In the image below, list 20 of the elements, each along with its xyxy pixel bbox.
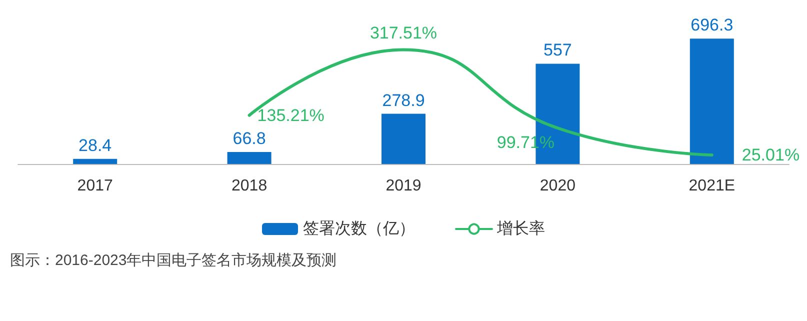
data-label: 278.9 — [382, 90, 425, 110]
bar — [227, 152, 272, 164]
data-label: 135.21% — [257, 106, 324, 125]
bar — [382, 114, 426, 164]
data-label: 25.01% — [742, 145, 800, 164]
legend-label: 增长率 — [496, 220, 545, 238]
data-label: 66.8 — [232, 128, 266, 148]
data-label: 696.3 — [690, 16, 734, 35]
x-tick-label: 2020 — [540, 178, 576, 194]
text: 图示：2016-2023年中国电子签名市场规模及预测 — [10, 252, 337, 269]
data-label: 317.51% — [370, 24, 438, 43]
bar — [73, 158, 118, 164]
data-label: 557 — [544, 40, 572, 60]
data-label: 28.4 — [78, 136, 112, 155]
x-tick-label: 2017 — [77, 178, 113, 194]
x-tick-label: 2021E — [688, 178, 736, 194]
bar — [690, 38, 734, 164]
x-tick-label: 2019 — [386, 178, 422, 194]
x-tick-label: 2018 — [232, 178, 268, 194]
legend-label: 签署次数（亿） — [303, 220, 415, 238]
